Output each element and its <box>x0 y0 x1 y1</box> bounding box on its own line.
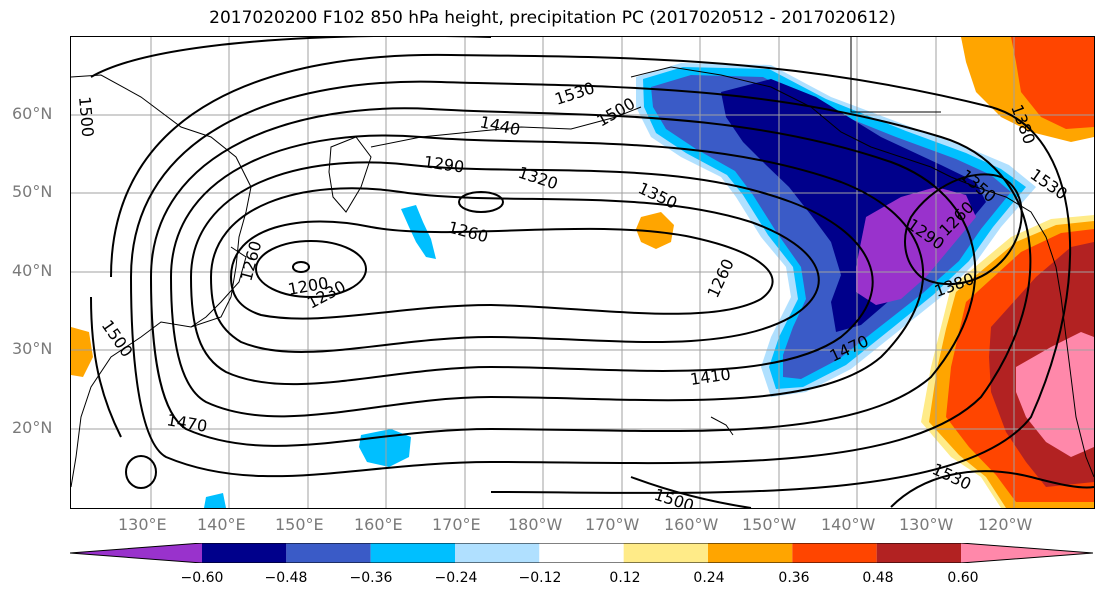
lat-label-20: 20°N <box>12 418 53 437</box>
lon-label-130w: 130°W <box>899 515 954 534</box>
colorbar-tick: −0.48 <box>264 570 308 586</box>
contour-low-center <box>292 261 310 273</box>
lat-label-60: 60°N <box>12 104 53 123</box>
pos-spot-2 <box>71 327 93 377</box>
colorbar-tick: −0.12 <box>518 570 562 586</box>
contour-label: 1410 <box>689 364 732 388</box>
colorbar-tick: 0.24 <box>693 570 725 586</box>
contour-right-low <box>904 173 1023 286</box>
contour-1410 <box>129 80 1032 478</box>
contour-1260 <box>209 187 820 353</box>
colorbar-tick: 0.60 <box>947 570 979 586</box>
pos-region-topright-red <box>1011 37 1094 129</box>
precip-fill-layer <box>71 37 1094 508</box>
colorbar-segment <box>70 543 202 563</box>
colorbar-segment <box>455 543 540 563</box>
contour-label: 1500 <box>75 96 97 138</box>
lon-label-170e: 170°E <box>432 515 481 534</box>
lat-label-50: 50°N <box>12 182 53 201</box>
colorbar-segment <box>202 543 287 563</box>
canada-border <box>850 37 941 113</box>
contour-1470 <box>110 53 1072 494</box>
japan <box>190 246 247 328</box>
lon-label-170w: 170°W <box>585 515 640 534</box>
contour-label: 1260 <box>446 218 490 247</box>
lon-label-150e: 150°E <box>275 515 324 534</box>
contour-label: 1290 <box>422 152 465 176</box>
contour-label: 1470 <box>165 410 208 436</box>
colorbar-segment <box>370 543 455 563</box>
lat-label-30: 30°N <box>12 339 53 358</box>
contour-1320 <box>169 134 925 418</box>
colorbar-tick: 0.12 <box>609 570 641 586</box>
map-plot-area: 1500 1530 1500 1440 1290 1320 1350 1260 … <box>70 36 1095 509</box>
pos-region-pink <box>1016 332 1094 457</box>
contour-1500 <box>90 37 491 438</box>
height-contours <box>90 37 1094 508</box>
coastlines <box>71 37 1094 488</box>
colorbar <box>69 542 1094 564</box>
contour-label: 1530 <box>552 78 597 109</box>
colorbar-tick: 0.36 <box>778 570 810 586</box>
colorbar-segment <box>286 543 371 563</box>
contour-label: 1350 <box>635 178 680 212</box>
colorbar-segment <box>961 543 1093 563</box>
lon-label-180w: 180°W <box>508 515 563 534</box>
colorbar-tick: −0.24 <box>434 570 478 586</box>
contour-1290 <box>189 161 874 386</box>
kamchatka <box>328 136 372 213</box>
na-west-coast <box>950 176 1094 478</box>
lon-label-140e: 140°E <box>197 515 246 534</box>
colorbar-svg <box>69 542 1094 564</box>
lon-label-130e: 130°E <box>118 515 167 534</box>
colorbar-tick: −0.36 <box>349 570 393 586</box>
alaska-coast <box>630 66 952 178</box>
contour-label: 1500 <box>652 485 697 508</box>
contour-label: 1440 <box>478 112 522 139</box>
neg-region-purple <box>856 187 976 305</box>
lon-label-160w: 160°W <box>664 515 719 534</box>
contour-1530-se <box>890 470 1094 508</box>
colorbar-tick: 0.48 <box>862 570 894 586</box>
contour-1350 <box>149 107 977 447</box>
asia-coast <box>71 74 252 488</box>
contour-small-sw <box>125 455 157 489</box>
colorbar-segment <box>539 543 624 563</box>
contour-label: 1320 <box>516 163 561 194</box>
contour-label: 1260 <box>237 239 266 283</box>
lat-label-40: 40°N <box>12 261 53 280</box>
map-title: 2017020200 F102 850 hPa height, precipit… <box>209 8 896 28</box>
colorbar-segment <box>876 543 961 563</box>
pos-spot-1 <box>636 212 674 249</box>
lon-label-160e: 160°E <box>354 515 403 534</box>
lon-label-140w: 140°W <box>821 515 876 534</box>
map-canvas: 1500 1530 1500 1440 1290 1320 1350 1260 … <box>71 37 1094 508</box>
contour-1230 <box>229 220 774 320</box>
hawaii <box>710 416 734 436</box>
lon-label-150w: 150°W <box>742 515 797 534</box>
colorbar-tick: −0.60 <box>180 570 224 586</box>
colorbar-segment <box>708 543 793 563</box>
contour-1200 <box>255 240 367 298</box>
neg-island-3 <box>204 493 226 508</box>
contour-label: 1500 <box>98 316 137 360</box>
contour-label: 1500 <box>594 94 639 131</box>
colorbar-segment <box>623 543 708 563</box>
lon-label-120w: 120°W <box>978 515 1033 534</box>
colorbar-segment <box>792 543 877 563</box>
contour-label: 1260 <box>703 256 737 301</box>
contour-1500-bottom <box>630 476 752 508</box>
contour-high-small <box>458 191 504 213</box>
